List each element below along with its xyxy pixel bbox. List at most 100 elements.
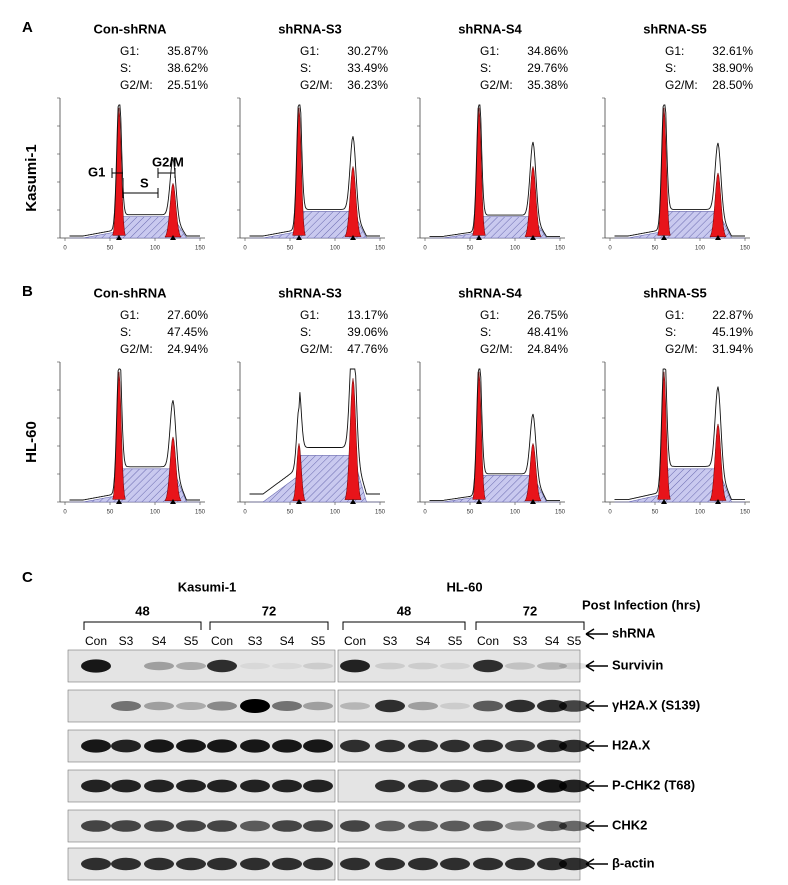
peak-marker: [296, 499, 302, 504]
stat-phase: S:: [665, 61, 676, 75]
stat-phase: G2/M:: [300, 78, 333, 92]
x-tick-label: 0: [63, 510, 67, 516]
cell-line: Kasumi-1: [178, 579, 237, 594]
band: [505, 821, 535, 831]
band: [408, 739, 438, 753]
stat-value: 24.84%: [527, 342, 568, 356]
fit-curve: [429, 104, 560, 237]
x-tick-label: 100: [695, 510, 706, 516]
stat-value: 13.17%: [347, 308, 388, 322]
x-tick-label: 100: [150, 510, 161, 516]
band: [144, 701, 174, 711]
stat-phase: S:: [120, 61, 131, 75]
band: [272, 662, 302, 670]
band: [537, 699, 567, 713]
stat-value: 30.27%: [347, 44, 388, 58]
fit-curve: [69, 368, 200, 501]
g2-peak: [164, 436, 182, 502]
band: [81, 779, 111, 793]
band: [272, 820, 302, 832]
lane-label: S3: [383, 634, 398, 648]
band: [408, 701, 438, 711]
stat-phase: G1:: [300, 308, 319, 322]
g2-peak: [709, 423, 727, 501]
band: [473, 659, 503, 673]
band: [559, 779, 589, 793]
band: [207, 659, 237, 673]
stat-phase: G2/M:: [665, 78, 698, 92]
lane-label: S4: [280, 634, 295, 648]
band: [440, 820, 470, 832]
stat-phase: G2/M:: [480, 342, 513, 356]
band: [111, 701, 141, 711]
peak-marker: [350, 235, 356, 240]
band: [340, 659, 370, 673]
peak-marker: [170, 499, 176, 504]
arrow: [585, 700, 608, 712]
fit-curve: [69, 104, 200, 237]
stat-phase: G2/M:: [480, 78, 513, 92]
x-tick-label: 100: [510, 510, 521, 516]
band: [144, 739, 174, 753]
band: [240, 779, 270, 793]
band: [303, 701, 333, 711]
g2-peak: [344, 378, 362, 500]
peak-marker: [661, 499, 667, 504]
stat-phase: G2/M:: [665, 342, 698, 356]
band: [473, 820, 503, 832]
band: [340, 739, 370, 753]
band: [505, 779, 535, 793]
band: [144, 779, 174, 793]
band: [272, 739, 302, 753]
lane-label: S4: [152, 634, 167, 648]
lane-label: Con: [85, 634, 107, 648]
timepoint: 48: [135, 603, 149, 618]
plot-title: Con-shRNA: [94, 21, 168, 36]
g2-peak: [524, 165, 542, 237]
band: [240, 662, 270, 670]
lane-label: S5: [184, 634, 199, 648]
band: [408, 820, 438, 832]
protein-label: β-actin: [612, 855, 655, 870]
timepoint: 48: [397, 603, 411, 618]
bracket: [342, 621, 466, 630]
x-tick-label: 100: [330, 246, 341, 252]
stat-value: 38.62%: [167, 61, 208, 75]
band: [375, 699, 405, 713]
stat-phase: G1:: [665, 44, 684, 58]
lane-label: Con: [211, 634, 233, 648]
g2-peak: [344, 165, 362, 237]
x-tick-label: 100: [330, 510, 341, 516]
arrow: [585, 820, 608, 832]
s-area: [69, 468, 200, 503]
x-tick-label: 0: [243, 246, 247, 252]
x-tick-label: 150: [740, 510, 751, 516]
g2-peak: [709, 172, 727, 238]
gate-label: G2/M: [152, 154, 184, 169]
stat-value: 34.86%: [527, 44, 568, 58]
x-tick-label: 50: [287, 246, 294, 252]
plot-title: Con-shRNA: [94, 285, 168, 300]
x-tick-label: 50: [107, 246, 114, 252]
band: [537, 739, 567, 753]
band: [559, 739, 589, 753]
band: [440, 779, 470, 793]
band: [537, 820, 567, 832]
x-tick-label: 0: [608, 510, 612, 516]
stat-phase: G2/M:: [300, 342, 333, 356]
stat-value: 47.76%: [347, 342, 388, 356]
stat-phase: G1:: [120, 308, 139, 322]
stat-value: 36.23%: [347, 78, 388, 92]
band: [559, 820, 589, 832]
stat-value: 47.45%: [167, 325, 208, 339]
gate-bracket: [111, 168, 176, 198]
x-tick-label: 0: [63, 246, 67, 252]
x-tick-label: 50: [287, 510, 294, 516]
panel-label: C: [22, 569, 33, 586]
fit-curve: [614, 368, 745, 501]
band: [440, 739, 470, 753]
band: [440, 662, 470, 670]
band: [240, 820, 270, 832]
x-tick-label: 50: [652, 510, 659, 516]
